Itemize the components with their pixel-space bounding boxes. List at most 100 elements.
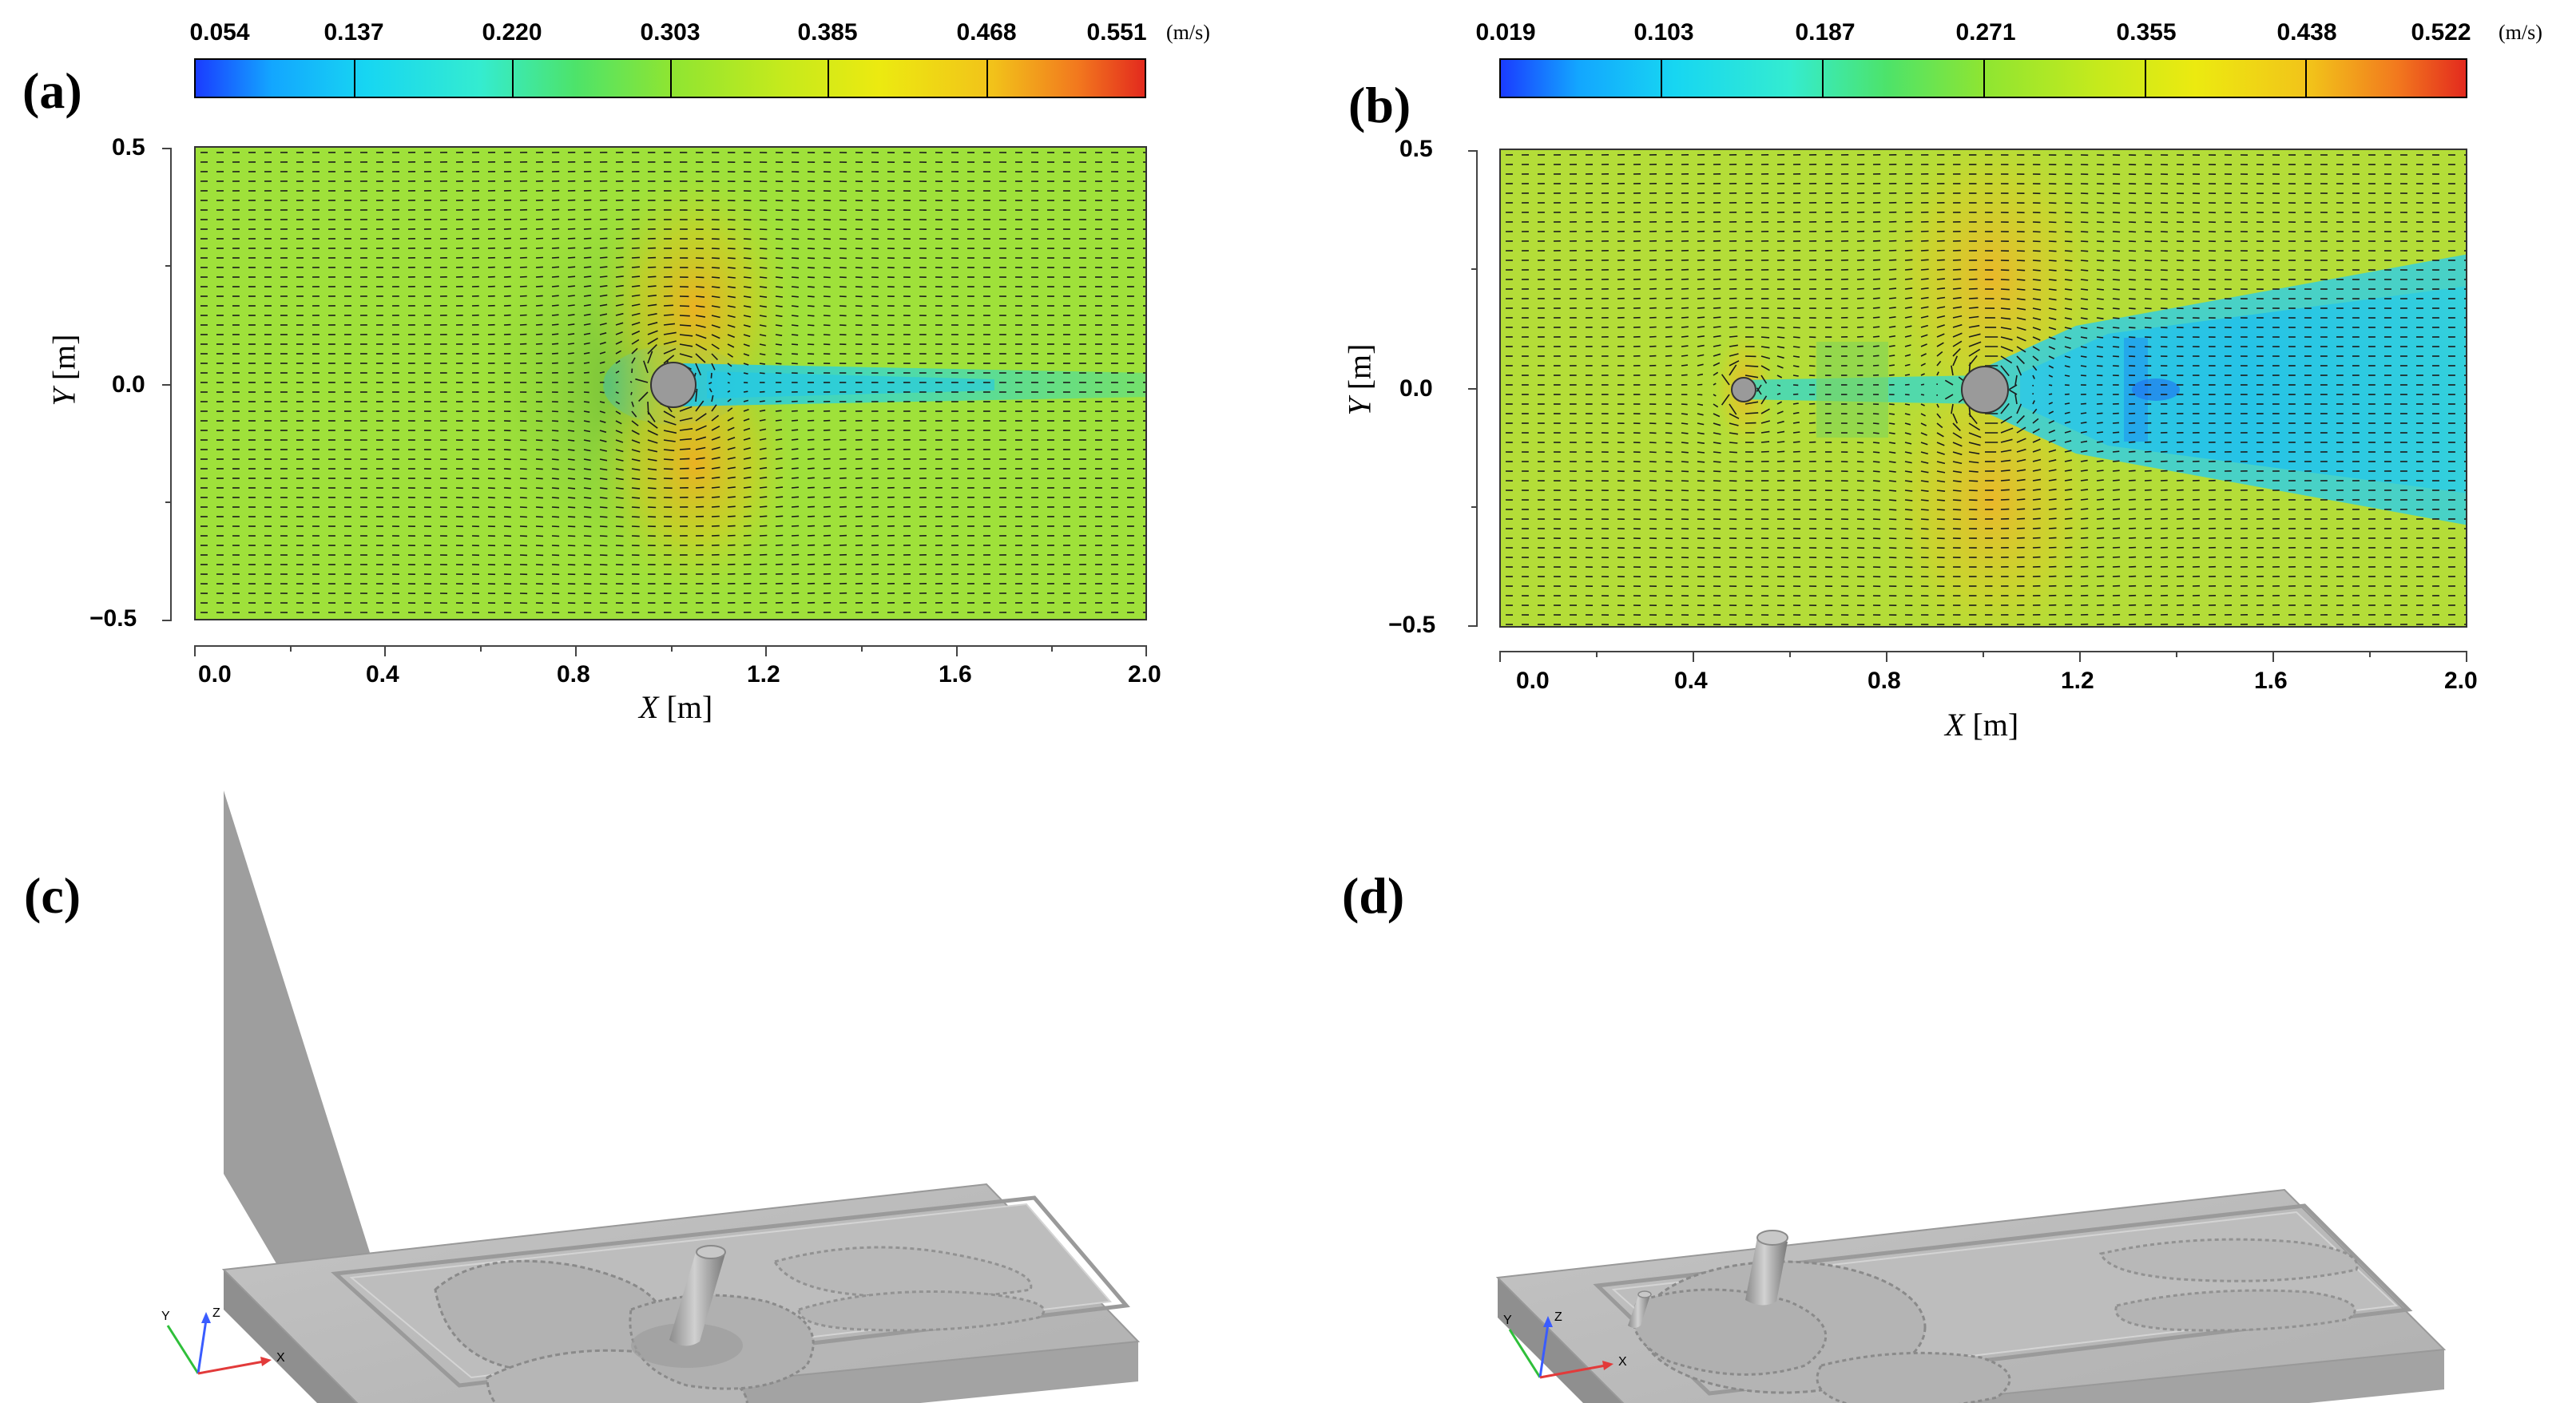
velocity-arrow [2144,327,2152,329]
velocity-arrow [1713,451,1721,454]
velocity-arrow [647,295,657,297]
velocity-arrow [2000,346,2014,352]
velocity-arrow [1729,316,1737,319]
velocity-arrow [695,425,707,431]
velocity-arrow [1729,451,1737,454]
velocity-arrow [2048,365,2054,369]
velocity-arrow [535,256,544,259]
velocity-arrow [1697,394,1703,396]
velocity-arrow [583,449,591,452]
velocity-arrow [807,248,816,250]
velocity-arrow [2080,260,2089,262]
velocity-arrow [2112,355,2119,358]
velocity-arrow [1904,442,1912,445]
velocity-arrow [1681,403,1688,406]
velocity-arrow [615,350,621,355]
velocity-arrow [551,343,559,345]
velocity-arrow [743,457,752,460]
velocity-arrow [1776,384,1781,387]
velocity-arrow [759,400,765,402]
velocity-arrow [647,322,658,326]
velocity-arrow [727,437,736,441]
velocity-arrow [1936,461,1946,465]
velocity-arrow [615,360,621,364]
x-tick-a: 2.0 [1128,661,1161,688]
velocity-arrow [727,515,736,517]
velocity-arrow [615,420,622,425]
velocity-arrow [551,506,560,509]
velocity-arrow [775,525,784,527]
x-tick-a: 0.8 [557,661,590,688]
velocity-arrow [743,427,751,431]
velocity-arrow [711,414,720,422]
velocity-arrow [1920,343,1927,347]
velocity-arrow [1888,345,1895,347]
velocity-arrow [775,515,784,517]
velocity-arrow [2064,221,2073,224]
velocity-arrow [1808,365,1816,367]
velocity-arrow [727,276,736,279]
velocity-arrow [823,486,831,489]
velocity-arrow [2112,307,2120,310]
velocity-arrow [567,487,576,489]
velocity-arrow [1856,326,1864,328]
velocity-arrow [1713,316,1721,319]
velocity-arrow [727,486,736,489]
velocity-arrow [663,430,677,434]
velocity-arrow [631,497,641,499]
velocity-arrow [2016,365,2022,376]
velocity-arrow [663,458,674,461]
velocity-arrow [535,323,543,326]
velocity-arrow [1681,432,1689,434]
velocity-arrow [599,478,608,481]
velocity-arrow [1936,287,1946,290]
velocity-arrow [695,334,707,339]
velocity-arrow [1888,422,1895,425]
velocity-arrow [791,458,799,460]
velocity-arrow [695,353,706,363]
velocity-arrow [695,486,705,489]
velocity-arrow [2016,414,2025,424]
velocity-arrow [695,276,705,279]
velocity-arrow [2080,422,2087,424]
velocity-arrow [2128,450,2136,453]
velocity-arrow [2032,458,2042,462]
velocity-arrow [2144,250,2152,252]
velocity-arrow [1872,442,1880,444]
velocity-arrow [663,347,677,355]
velocity-arrow [599,323,607,326]
velocity-arrow [759,276,768,279]
velocity-arrow [2064,269,2073,271]
velocity-arrow [1721,394,1730,406]
velocity-arrow [1936,413,1942,419]
velocity-arrow [631,487,641,489]
velocity-arrow [1904,461,1912,464]
colorbar-a-tick: 0.220 [482,19,542,46]
velocity-arrow [1968,307,1979,309]
velocity-arrow [647,330,658,335]
velocity-arrow [663,295,673,297]
velocity-arrow [823,467,831,470]
velocity-arrow [711,334,720,339]
velocity-arrow [1713,394,1717,397]
velocity-arrow [2048,430,2056,434]
velocity-arrow [631,275,641,278]
velocity-arrow [663,439,676,442]
velocity-arrow [1665,316,1673,319]
velocity-arrow [2032,346,2040,351]
velocity-arrow [615,535,624,537]
velocity-arrow [599,228,608,230]
velocity-arrow [743,228,752,231]
velocity-arrow [743,505,752,508]
velocity-arrow [679,448,691,450]
velocity-arrow [2080,240,2089,243]
velocity-arrow [2128,269,2136,271]
velocity-arrow [2032,327,2042,331]
colorbar-a-tick: 0.385 [797,19,858,46]
velocity-arrow [2096,412,2103,414]
velocity-arrow [2064,307,2073,311]
velocity-arrow [1952,461,1963,465]
velocity-arrow [2144,288,2152,291]
velocity-arrow [567,323,575,326]
x-tick-a: 1.6 [939,661,972,688]
